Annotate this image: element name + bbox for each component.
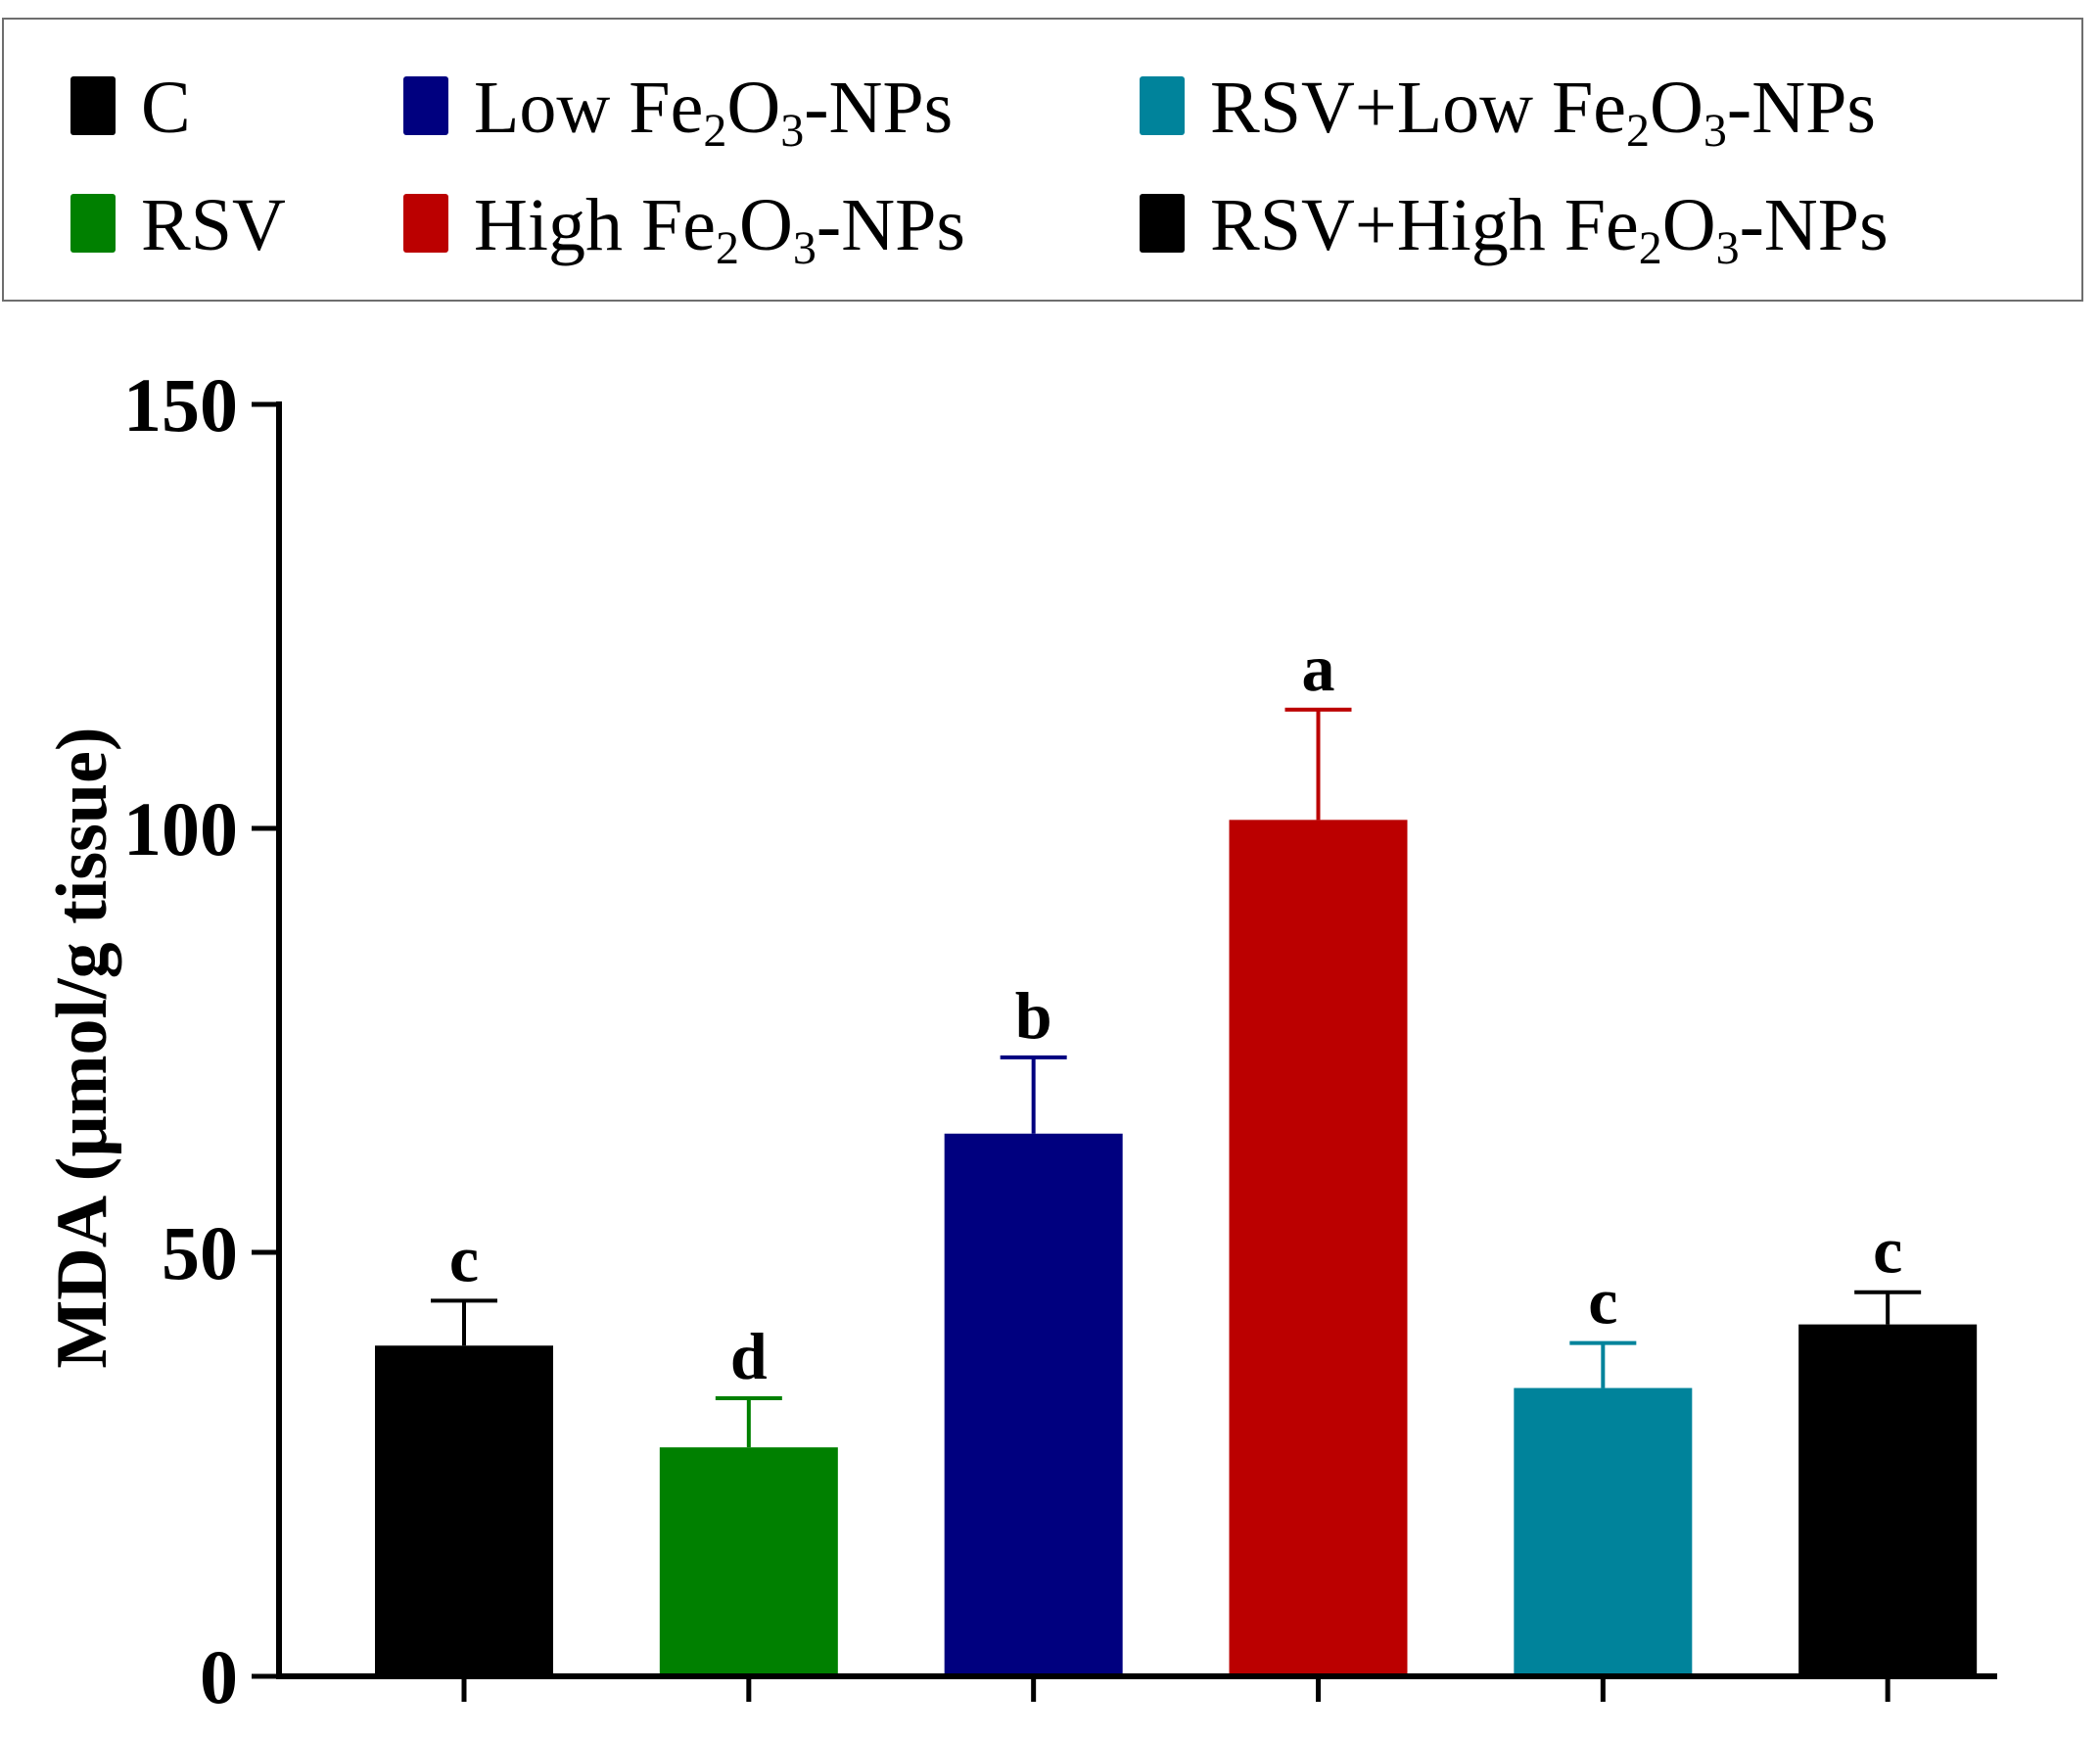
error-bar-3 [1000,1055,1067,1134]
legend-label-high-fe2o3: High Fe2O3-NPs [474,184,965,274]
error-bar-1 [431,1298,497,1346]
legend-swatch-rsv [70,194,116,253]
y-tick-label-150: 150 [123,362,238,447]
x-ticks-layer [461,1676,1890,1702]
significance-labels-layer: c d b a c c [449,631,1902,1393]
significance-label-5: c [1588,1264,1617,1339]
bar-3 [944,1133,1123,1676]
legend-swatch-low-fe2o3 [403,76,448,135]
significance-label-4: a [1302,631,1335,705]
error-bar-2 [715,1395,782,1448]
y-axis-title: MDA (µmol/g tissue) [42,727,122,1368]
axes-layer [276,401,1997,1679]
legend-label-rsv-high-fe2o3: RSV+High Fe2O3-NPs [1210,184,1889,274]
bar-5 [1514,1387,1693,1676]
legend-swatch-high-fe2o3 [403,194,448,253]
legend-label-rsv: RSV [141,184,286,266]
y-ticks-layer: 0 50 100 150 [123,362,279,1719]
significance-label-2: d [730,1319,768,1393]
y-tick-label-0: 0 [200,1634,238,1719]
legend-label-c: C [141,67,191,149]
significance-label-3: b [1015,978,1052,1053]
legend: C Low Fe2O3-NPs RSV+Low Fe2O3-NPs RSV Hi… [2,18,2083,302]
error-bar-4 [1284,707,1352,821]
bars-layer [375,820,1978,1676]
bar-4 [1229,820,1408,1676]
error-bar-5 [1569,1340,1637,1388]
legend-label-rsv-low-fe2o3: RSV+Low Fe2O3-NPs [1210,67,1876,157]
significance-label-6: c [1873,1213,1902,1288]
legend-swatch-rsv-low-fe2o3 [1140,76,1185,135]
y-tick-label-100: 100 [123,786,238,871]
bar-1 [375,1345,553,1676]
legend-label-low-fe2o3: Low Fe2O3-NPs [474,67,954,157]
error-bars-layer [431,707,1922,1448]
legend-swatch-c [70,76,116,135]
bar-2 [659,1447,838,1676]
significance-label-1: c [449,1221,479,1295]
legend-swatch-rsv-high-fe2o3 [1140,194,1185,253]
y-tick-label-50: 50 [162,1210,238,1295]
error-bar-6 [1854,1290,1922,1325]
bar-6 [1798,1324,1978,1676]
